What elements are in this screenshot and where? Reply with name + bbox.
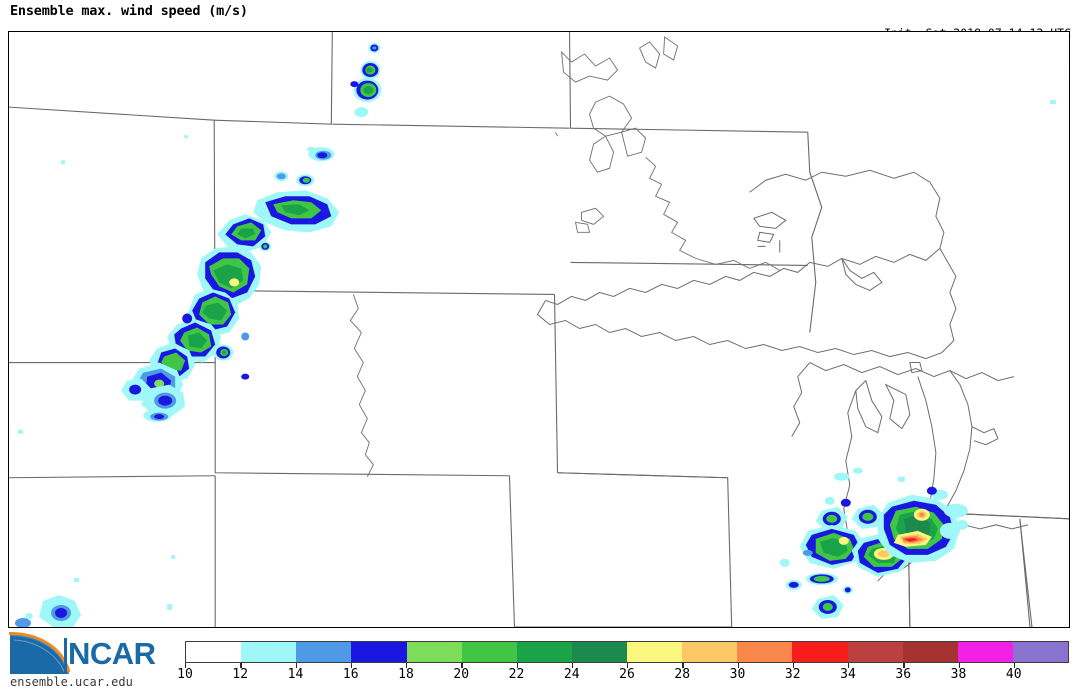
- colorbar-tick-28: [682, 663, 684, 668]
- colorbar-tick-40: [1013, 663, 1016, 668]
- storm-cluster-colorado-front-range: [15, 594, 82, 627]
- colorbar-tick-14: [295, 663, 297, 668]
- colorbar-band-20: [461, 642, 517, 662]
- header-bar: Ensemble max. wind speed (m/s) Init: Sat…: [0, 0, 1080, 79]
- ncar-wordmark: NCAR: [68, 636, 156, 671]
- colorbar-label-34: 34: [840, 667, 856, 682]
- colorbar-tick-26: [627, 663, 629, 668]
- colorbar-band-24: [571, 642, 627, 662]
- minnesota-lakes: [555, 95, 780, 271]
- colorbar-label-16: 16: [342, 667, 359, 682]
- ncar-logo[interactable]: NCAR ensemble.ucar.edu: [6, 632, 176, 690]
- colorbar-tick-24: [571, 663, 574, 668]
- colorbar-label-36: 36: [895, 667, 912, 682]
- colorbar-label-20: 20: [453, 667, 470, 682]
- colorbar-band-18: [406, 642, 462, 662]
- storm-cell-central-montana: [307, 146, 335, 162]
- colorbar-label-14: 14: [287, 667, 304, 682]
- colorbar-tick-32: [792, 663, 795, 668]
- colorbar-ticks: [185, 663, 1069, 669]
- colorbar-band-16: [351, 642, 407, 662]
- colorbar-label-22: 22: [508, 667, 525, 682]
- colorbar-label-32: 32: [784, 667, 801, 682]
- colorbar-tick-18: [406, 663, 408, 668]
- colorbar-band-10: [186, 642, 242, 662]
- storm-line-wyoming-tail: [121, 362, 186, 422]
- map-panel[interactable]: [8, 31, 1070, 628]
- northern-lakes: [560, 36, 679, 83]
- colorbar-band-26: [627, 642, 683, 662]
- colorbar-tick-20: [461, 663, 463, 668]
- colorbar-tick-30: [737, 663, 739, 668]
- colorbar[interactable]: 10 12 14 16 18 20 22 24 26 28 30 32 34 36 38 40: [177, 641, 1069, 687]
- colorbar-label-30: 30: [729, 667, 746, 682]
- colorbar-label-28: 28: [674, 667, 691, 682]
- colorbar-band-36: [902, 642, 958, 662]
- colorbar-band-12: [241, 642, 297, 662]
- colorbar-band-14: [296, 642, 352, 662]
- colorbar-tick-12: [240, 663, 242, 668]
- colorbar-band-40: [1012, 642, 1068, 662]
- weather-map-canvas[interactable]: [9, 32, 1069, 627]
- colorbar-label-24: 24: [563, 667, 580, 682]
- colorbar-label-26: 26: [619, 667, 635, 682]
- colorbar-tick-38: [958, 663, 960, 668]
- colorbar-label-12: 12: [232, 667, 249, 682]
- colorbar-band-32: [792, 642, 848, 662]
- page-title: Ensemble max. wind speed (m/s): [10, 3, 248, 19]
- colorbar-tick-16: [350, 663, 353, 668]
- colorbar-label-10: 10: [177, 667, 193, 682]
- scattered-light-wind-specks: [18, 100, 1056, 610]
- storm-cluster-lake-michigan-shore: [877, 486, 968, 563]
- colorbar-tick-36: [903, 663, 905, 668]
- colorbar-label-18: 18: [398, 667, 414, 682]
- colorbar-tick-labels: 10 12 14 16 18 20 22 24 26 28 30 32 34 36 38 40: [177, 667, 1069, 685]
- ensemble-url-label[interactable]: ensemble.ucar.edu: [10, 675, 133, 689]
- colorbar-band-28: [682, 642, 738, 662]
- colorbar-label-40: 40: [1005, 667, 1022, 682]
- missouri-river: [349, 294, 374, 477]
- colorbar-band-34: [847, 642, 903, 662]
- colorbar-tick-34: [848, 663, 850, 668]
- storm-line-montana-wyoming-north: [217, 171, 340, 253]
- ncar-swoosh-icon: [8, 632, 71, 675]
- storm-line-wyoming-core: [149, 246, 262, 383]
- state-boundaries-layer: [9, 32, 1069, 627]
- colorbar-band-30: [737, 642, 793, 662]
- colorbar-tick-22: [516, 663, 518, 668]
- lake-superior: [536, 169, 957, 360]
- colorbar-tick-10: [185, 663, 187, 668]
- colorbar-band-38: [957, 642, 1013, 662]
- footer-bar: NCAR ensemble.ucar.edu 10 12 14 16 18 20 22 24 2…: [0, 629, 1080, 693]
- colorbar-label-38: 38: [950, 667, 967, 682]
- storm-cluster-northern-montana: [350, 43, 382, 118]
- colorbar-band-22: [516, 642, 572, 662]
- colorbar-bands[interactable]: [185, 641, 1069, 663]
